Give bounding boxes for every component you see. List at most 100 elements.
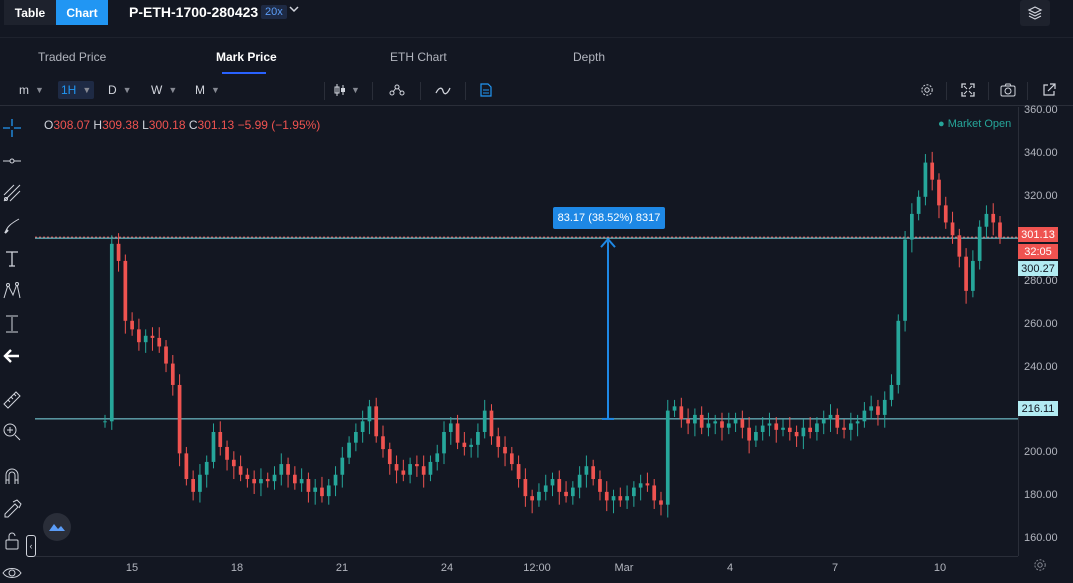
popout-button[interactable] xyxy=(1042,81,1056,99)
magnet-icon xyxy=(5,468,19,484)
zoom-in-icon xyxy=(3,423,21,441)
candle-body xyxy=(238,466,243,475)
lock-drawing-tool[interactable] xyxy=(0,496,24,522)
price-chart[interactable] xyxy=(35,107,1018,556)
candle-body xyxy=(835,414,840,428)
brush-icon xyxy=(4,218,20,234)
candle-body xyxy=(930,162,935,180)
candle-body xyxy=(842,427,846,430)
timeframe-label: W xyxy=(151,83,163,97)
pattern-tool[interactable] xyxy=(0,278,24,304)
candle-body xyxy=(686,419,690,424)
candle-body xyxy=(340,457,345,475)
candle-body xyxy=(489,410,494,437)
text-tool[interactable] xyxy=(0,246,24,272)
measure-label[interactable]: 83.17 (38.52%) 8317 xyxy=(553,207,665,229)
price-tick-label: 160.00 xyxy=(1024,531,1058,544)
wave-logo-icon xyxy=(49,524,65,531)
trend-line-tool[interactable] xyxy=(0,148,24,174)
tab-mark-price[interactable]: Mark Price xyxy=(216,50,277,64)
timeframe-day[interactable]: D ▼ xyxy=(105,81,135,99)
candle-body xyxy=(923,162,928,197)
candle-body xyxy=(211,431,216,462)
open-value: 308.07 xyxy=(53,118,91,132)
timeframe-label: D xyxy=(108,83,117,97)
table-view-button[interactable]: Table xyxy=(4,0,56,25)
chevron-down-icon[interactable] xyxy=(289,4,299,17)
snapshot-button[interactable] xyxy=(1000,81,1016,99)
candle-body xyxy=(971,260,975,291)
lock-tool[interactable] xyxy=(0,528,24,554)
document-icon xyxy=(480,83,492,97)
toolbar-divider xyxy=(420,82,421,100)
ruler-tool[interactable] xyxy=(0,387,24,413)
indicators-button[interactable] xyxy=(388,81,406,99)
fib-tool[interactable] xyxy=(0,180,24,206)
settings-button[interactable] xyxy=(920,81,934,99)
brush-tool[interactable] xyxy=(0,213,24,239)
candle-body xyxy=(665,410,670,505)
layers-button[interactable] xyxy=(1020,0,1050,26)
time-tick-label: 12:00 xyxy=(523,562,551,574)
candle-body xyxy=(543,485,548,492)
candle-body xyxy=(815,423,819,432)
zoom-in-tool[interactable] xyxy=(0,419,24,445)
tab-traded-price[interactable]: Traded Price xyxy=(38,50,107,64)
candle-body xyxy=(333,474,338,486)
candle-body xyxy=(259,479,263,484)
price-tick-label: 320.00 xyxy=(1024,189,1058,202)
notes-button[interactable] xyxy=(480,81,492,99)
tab-depth[interactable]: Depth xyxy=(573,50,606,64)
chart-toolbar: m ▼ 1H ▼ D ▼ W ▼ M ▼ ▼ xyxy=(0,75,1073,106)
candle-body xyxy=(482,410,487,432)
timeframe-label: m xyxy=(19,83,29,97)
price-axis[interactable] xyxy=(1018,107,1073,556)
brand-logo[interactable] xyxy=(43,513,71,541)
candle-body xyxy=(516,464,521,480)
candle-body xyxy=(706,423,711,428)
chevron-down-icon: ▼ xyxy=(122,85,132,95)
candle-body xyxy=(882,399,887,415)
chevron-down-icon: ▼ xyxy=(35,85,44,95)
price-tick-label: 340.00 xyxy=(1024,147,1058,160)
candle-body xyxy=(672,406,677,411)
candle-body xyxy=(157,337,162,347)
magnet-tool[interactable] xyxy=(0,463,24,489)
time-tick-label: Mar xyxy=(614,562,634,574)
fullscreen-button[interactable] xyxy=(961,81,975,99)
candle-body xyxy=(848,423,853,430)
price-tick-label: 260.00 xyxy=(1024,318,1058,331)
visibility-tool[interactable] xyxy=(0,560,24,583)
back-tool[interactable] xyxy=(0,343,24,369)
timeframe-month[interactable]: M ▼ xyxy=(192,81,223,99)
chart-view-button[interactable]: Chart xyxy=(56,0,108,25)
chart-type-button[interactable]: ▼ xyxy=(333,81,360,99)
candle-body xyxy=(767,423,772,426)
candle-body xyxy=(659,500,663,505)
candle-body xyxy=(916,196,921,214)
compare-button[interactable] xyxy=(435,81,451,99)
tab-eth-chart[interactable]: ETH Chart xyxy=(390,50,447,64)
unlock-icon xyxy=(5,532,19,550)
candle-body xyxy=(693,414,697,424)
timeframe-minutes[interactable]: m ▼ xyxy=(16,81,47,99)
candle-body xyxy=(984,213,989,227)
timeframe-week[interactable]: W ▼ xyxy=(148,81,180,99)
timeframe-1h[interactable]: 1H ▼ xyxy=(58,81,95,99)
prediction-tool[interactable] xyxy=(0,311,24,337)
candle-body xyxy=(428,461,433,475)
collapse-toolbar-handle[interactable]: ‹ xyxy=(26,535,36,557)
candles-icon xyxy=(334,84,345,96)
candle-body xyxy=(530,496,535,501)
candle-body xyxy=(598,479,602,492)
axis-settings-button[interactable] xyxy=(1033,558,1047,577)
instrument-name[interactable]: P-ETH-1700-280423 xyxy=(129,4,259,20)
time-axis[interactable] xyxy=(35,556,1018,583)
chevron-down-icon: ▼ xyxy=(351,85,360,95)
candle-body xyxy=(618,496,623,501)
candle-body xyxy=(245,474,250,480)
candle-body xyxy=(591,466,596,480)
crosshair-tool[interactable] xyxy=(0,115,24,141)
candle-body xyxy=(442,431,446,454)
candle-body xyxy=(204,461,209,475)
